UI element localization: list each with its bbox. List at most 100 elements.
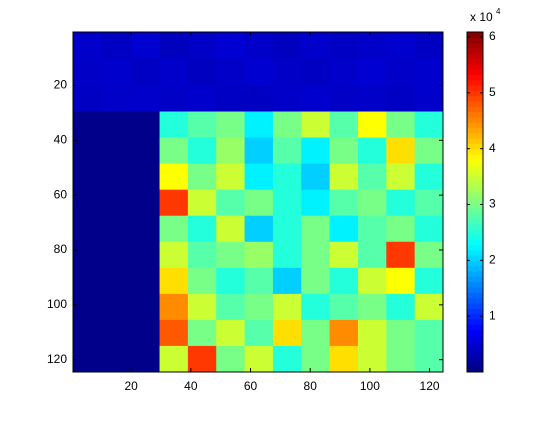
heatmap-cell — [73, 85, 102, 113]
heatmap-cell — [216, 215, 246, 243]
heatmap-cell — [414, 215, 444, 243]
heatmap-cell — [272, 189, 302, 217]
heatmap-cell — [414, 137, 444, 165]
heatmap-cell — [101, 345, 132, 373]
colorbar-tick-label: 2 — [489, 253, 496, 267]
colorbar-swatch — [467, 281, 483, 288]
heatmap-cell — [187, 137, 217, 165]
colorbar-swatch — [467, 255, 483, 261]
colorbar-swatch — [467, 313, 483, 320]
colorbar-swatch — [467, 233, 483, 240]
colorbar-swatch — [467, 361, 483, 368]
heatmap-cell — [329, 58, 359, 86]
heatmap-cell — [73, 215, 102, 243]
heatmap-cell — [187, 241, 217, 269]
heatmap-cell — [301, 267, 331, 295]
heatmap-cell — [329, 345, 359, 373]
heatmap-cell — [73, 267, 102, 295]
colorbar-swatch — [467, 32, 483, 38]
heatmap-cell — [101, 293, 132, 321]
colorbar-swatch — [467, 159, 483, 166]
colorbar-swatch — [467, 63, 483, 70]
heatmap-cell — [131, 137, 161, 165]
colorbar-swatch — [467, 196, 483, 203]
heatmap-cell — [272, 58, 302, 86]
x-tick-label: 60 — [244, 379, 258, 393]
heatmap-cell — [386, 215, 416, 243]
y-tick-label: 20 — [54, 78, 68, 92]
colorbar-swatch — [467, 180, 483, 187]
heatmap-cell — [386, 319, 416, 347]
heatmap-cell — [272, 32, 302, 59]
colorbar-swatch — [467, 85, 483, 91]
heatmap-cell — [216, 163, 246, 191]
heatmap-cell — [301, 32, 331, 59]
colorbar-swatch — [467, 324, 483, 330]
heatmap-cell — [187, 293, 217, 321]
heatmap-cell — [187, 163, 217, 191]
x-tick-label: 80 — [304, 379, 318, 393]
y-tick-label: 40 — [54, 132, 68, 146]
heatmap-cell — [101, 189, 132, 217]
heatmap-cell — [159, 267, 189, 295]
colorbar-swatch — [467, 287, 483, 293]
colorbar-exponent: 4 — [496, 7, 501, 16]
heatmap-cell — [159, 241, 189, 269]
heatmap-cell — [244, 137, 274, 165]
heatmap-cell — [187, 215, 217, 243]
heatmap-cell — [357, 32, 387, 59]
heatmap-cell — [386, 85, 416, 113]
heatmap-cell — [131, 163, 161, 191]
y-tick-label: 100 — [47, 297, 67, 311]
heatmap-cell — [301, 189, 331, 217]
colorbar-swatch — [467, 122, 483, 129]
heatmap-cell — [187, 189, 217, 217]
heatmap-cell — [187, 32, 217, 59]
heatmap-cell — [329, 163, 359, 191]
heatmap-cell — [386, 241, 416, 269]
heatmap-cell — [73, 58, 102, 86]
colorbar-swatch — [467, 244, 483, 251]
colorbar-swatch — [467, 106, 483, 113]
heatmap-cell — [187, 319, 217, 347]
colorbar-swatch — [467, 154, 483, 160]
colorbar-swatch — [467, 127, 483, 134]
colorbar-swatch — [467, 143, 483, 150]
heatmap-cell — [414, 32, 444, 59]
y-tick-label: 60 — [54, 187, 68, 201]
heatmap-cell — [329, 267, 359, 295]
heatmap-cell — [244, 85, 274, 113]
colorbar-swatch — [467, 95, 483, 102]
colorbar-swatch — [467, 329, 483, 336]
heatmap-cell — [272, 137, 302, 165]
colorbar-swatch — [467, 297, 483, 304]
heatmap-cell — [131, 32, 161, 59]
heatmap-cell — [272, 345, 302, 373]
colorbar-swatch — [467, 186, 483, 192]
heatmap-cell — [73, 137, 102, 165]
heatmap-cell — [301, 215, 331, 243]
heatmap-cell — [187, 267, 217, 295]
heatmap-cell — [244, 345, 274, 373]
heatmap-cell — [101, 32, 132, 59]
heatmap-cell — [301, 58, 331, 86]
heatmap-cell — [73, 293, 102, 321]
heatmap-cell — [216, 267, 246, 295]
heatmap-cell — [131, 111, 161, 139]
heatmap-cell — [131, 267, 161, 295]
heatmap-cell — [414, 111, 444, 139]
heatmap-cell — [301, 319, 331, 347]
colorbar-multiplier: x 10 — [470, 10, 493, 24]
heatmap-cell — [216, 137, 246, 165]
colorbar-swatch — [467, 356, 483, 362]
heatmap-cell — [131, 241, 161, 269]
colorbar-swatch — [467, 132, 483, 139]
heatmap-cell — [329, 85, 359, 113]
heatmap-cell — [301, 85, 331, 113]
plot: 20 40 60 80 100 120 20 40 60 80 100 120 1 2 3 4 5 6 — [47, 29, 496, 393]
heatmap-cell — [244, 241, 274, 269]
heatmap-cell — [357, 241, 387, 269]
heatmap-cell — [386, 293, 416, 321]
heatmap-cell — [101, 58, 132, 86]
heatmap-cell — [101, 111, 132, 139]
